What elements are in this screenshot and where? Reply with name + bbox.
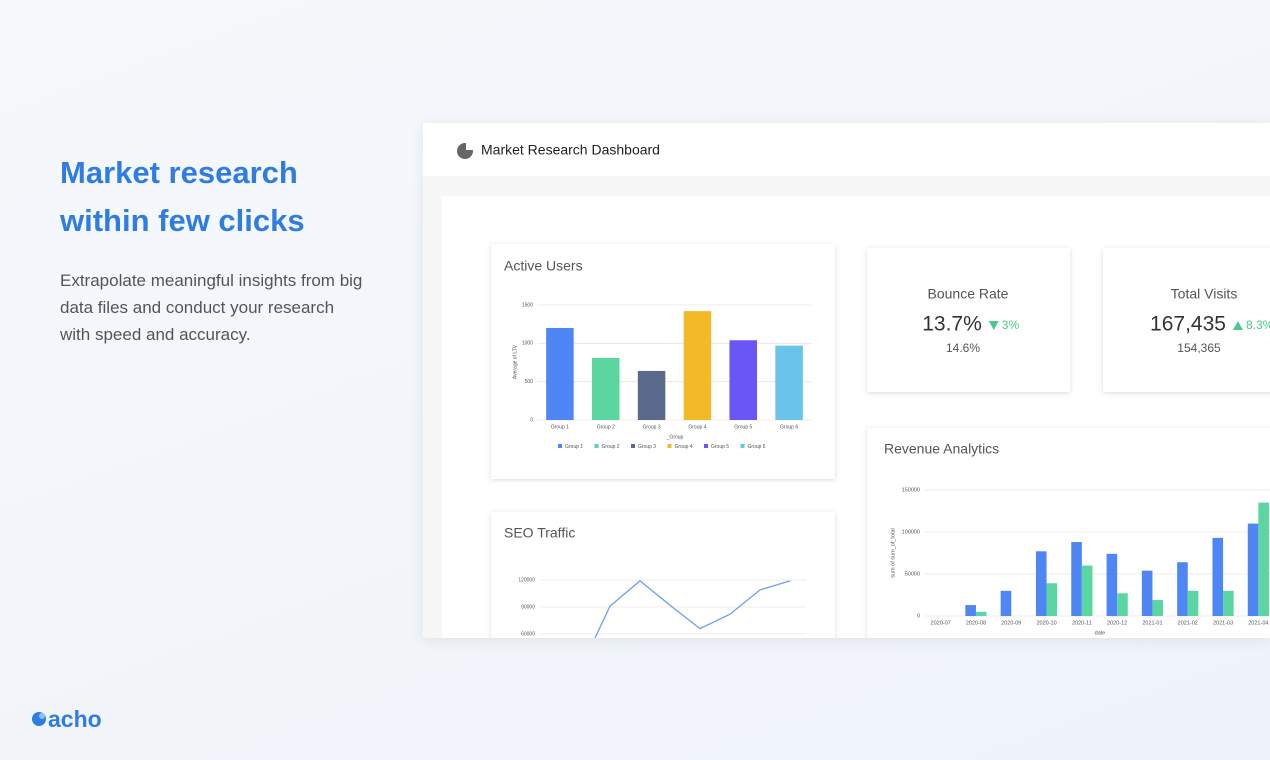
kpi-change: 8.3% [1246, 318, 1270, 332]
kpi-value: 13.7% [922, 313, 982, 336]
bar [1081, 565, 1093, 616]
legend-swatch [740, 444, 745, 448]
bar [1071, 542, 1082, 616]
x-tick-label: 2020-08 [966, 620, 986, 626]
bar [546, 328, 574, 420]
bar [1212, 537, 1224, 616]
y-tick-label: 120000 [518, 577, 535, 583]
x-tick-label: 2020-09 [1001, 620, 1021, 626]
x-tick-label: Group 4 [688, 424, 706, 430]
y-tick-label: 150000 [902, 487, 920, 493]
legend-swatch [594, 444, 599, 448]
bar [683, 311, 712, 420]
bar [592, 357, 620, 420]
x-tick-label: Group 6 [780, 424, 798, 430]
x-tick-label: 2020-07 [931, 620, 951, 626]
bar [729, 340, 757, 420]
legend-swatch [631, 444, 635, 448]
x-axis-label: date [1095, 630, 1106, 636]
x-axis-label: _Group [666, 434, 684, 440]
hero-description: data files and conduct your research [60, 298, 335, 317]
y-tick-label: 1000 [522, 341, 533, 347]
chart-card [867, 428, 1270, 638]
x-tick-label: 2021-04 [1248, 620, 1268, 626]
kpi-label: Total Visits [1171, 286, 1238, 302]
bar [775, 345, 803, 420]
line [594, 580, 791, 638]
kpi-previous: 154,365 [1177, 341, 1221, 355]
y-tick-label: 50000 [905, 571, 920, 577]
legend-label: Group 3 [638, 444, 656, 450]
kpi-arrow [988, 321, 999, 330]
y-axis-label: Average of LTV [512, 344, 518, 379]
chart-title: Revenue Analytics [884, 441, 999, 457]
bar [1187, 590, 1199, 616]
chart-title: SEO Traffic [504, 525, 575, 541]
y-axis-label: sum of sum_of_total [890, 528, 896, 578]
logo-text: acho [48, 706, 102, 732]
bar [1000, 590, 1012, 616]
y-tick-label: 500 [525, 379, 534, 385]
logo-icon [32, 712, 46, 726]
hero-description: with speed and accuracy. [60, 325, 251, 344]
y-tick-label: 0 [530, 417, 533, 423]
x-tick-label: Group 5 [734, 424, 752, 430]
logo[interactable]: acho [30, 706, 102, 733]
dashboard-title: Market Research Dashboard [481, 142, 660, 158]
x-tick-label: Group 2 [597, 424, 615, 430]
bar [1106, 553, 1118, 616]
bar [1177, 562, 1188, 616]
bar [1046, 583, 1058, 616]
bar [1258, 502, 1269, 616]
legend-label: Group 4 [675, 444, 693, 450]
chart-title: Active Users [504, 258, 583, 274]
kpi-label: Bounce Rate [928, 286, 1009, 302]
legend-label: Group 6 [748, 444, 766, 450]
x-tick-label: 2020-10 [1036, 620, 1056, 626]
x-tick-label: 2020-12 [1107, 620, 1127, 626]
x-tick-label: 2020-11 [1072, 620, 1092, 626]
bar [1141, 570, 1153, 616]
legend-swatch [667, 444, 672, 448]
bar [1035, 551, 1047, 616]
legend-swatch [558, 444, 562, 448]
kpi-arrow [1232, 321, 1243, 330]
x-tick-label: Group 1 [551, 424, 569, 430]
legend-label: Group 2 [602, 444, 620, 450]
legend-swatch [704, 444, 708, 448]
y-tick-label: 1500 [522, 302, 533, 308]
bar [637, 370, 666, 420]
bar [1152, 600, 1164, 616]
hero-title: within few clicks [60, 203, 305, 238]
x-tick-label: 2021-02 [1178, 620, 1198, 626]
dashboard-canvas: Market Research Dashboard Bounce Rate 13.… [423, 123, 1270, 638]
y-tick-label: 90000 [521, 604, 535, 610]
kpi-change: 3% [1002, 318, 1020, 332]
x-tick-label: 2021-01 [1142, 620, 1162, 626]
legend-label: Group 5 [711, 444, 729, 450]
bar [1223, 590, 1234, 616]
dashboard: Market Research Dashboard Bounce Rate 13.… [423, 123, 1270, 638]
y-tick-label: 0 [917, 613, 920, 619]
kpi-card [1103, 248, 1270, 392]
legend-label: Group 1 [565, 444, 583, 450]
kpi-value: 167,435 [1150, 313, 1226, 336]
bar [975, 611, 987, 616]
kpi-card [867, 248, 1070, 392]
y-tick-label: 100000 [902, 529, 920, 535]
kpi-previous: 14.6% [946, 341, 980, 355]
hero-title: Market research [60, 155, 298, 190]
hero-description: Extrapolate meaningful insights from big [60, 271, 363, 290]
x-tick-label: Group 3 [643, 424, 661, 430]
x-tick-label: 2021-03 [1213, 620, 1233, 626]
chart-card [491, 512, 835, 638]
bar [1247, 523, 1259, 616]
y-tick-label: 60000 [521, 631, 535, 637]
bar [1117, 593, 1128, 616]
bar [965, 605, 976, 616]
